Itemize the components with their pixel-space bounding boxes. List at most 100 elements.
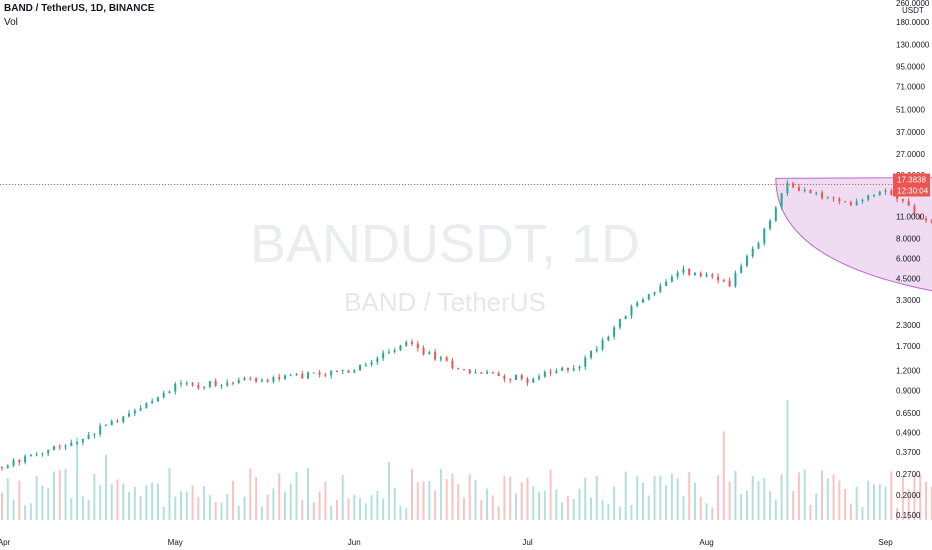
candle-body <box>821 192 824 198</box>
candle-body <box>58 446 61 448</box>
volume-bar <box>405 507 408 520</box>
candle-body <box>122 416 125 423</box>
volume-bar <box>1 492 3 520</box>
price-tick-label: 51.0000 <box>896 106 925 115</box>
volume-bar <box>422 481 425 520</box>
candle-body <box>376 358 379 363</box>
price-tick-label: 0.2700 <box>896 470 921 479</box>
candle-body <box>855 201 858 206</box>
volume-bar <box>307 468 310 520</box>
candle-body <box>538 376 541 379</box>
volume-bar <box>35 475 38 520</box>
candle-body <box>324 374 327 376</box>
volume-bar <box>832 474 835 520</box>
volume-bar <box>104 454 107 520</box>
candle-body <box>133 410 136 414</box>
volume-bar <box>618 506 621 520</box>
volume-bar <box>185 491 188 520</box>
volume-bar <box>745 490 748 520</box>
candle-body <box>642 299 645 303</box>
symbol-title[interactable]: BAND / TetherUS, 1D, BINANCE <box>4 3 155 14</box>
volume-bar <box>653 475 656 520</box>
candle-body <box>555 370 558 373</box>
candle-body <box>624 315 627 319</box>
candle-body <box>601 340 604 350</box>
candle-body <box>595 349 598 351</box>
volume-bar <box>93 473 96 520</box>
volume-bar <box>659 475 662 520</box>
volume-bar <box>110 484 113 520</box>
candle-body <box>780 193 783 208</box>
candle-body <box>231 382 234 384</box>
volume-bar <box>468 474 471 520</box>
candle-body <box>335 371 338 373</box>
price-tick-label: 1.7000 <box>896 342 921 351</box>
volume-bar <box>324 481 327 520</box>
volume-bar <box>434 490 437 520</box>
time-axis[interactable]: AprMayJunJulAugSepOctNovDec2021FebMarApr… <box>0 538 932 547</box>
candle-body <box>826 197 829 199</box>
volume-bar <box>665 485 668 520</box>
volume-legend[interactable]: Vol <box>4 17 18 28</box>
candle-body <box>226 382 229 386</box>
volume-bar <box>283 491 286 520</box>
candle-body <box>572 368 575 371</box>
candle-body <box>76 442 79 444</box>
price-tick-label: 8.0000 <box>896 234 921 243</box>
volume-bar <box>214 501 217 520</box>
volume-bar <box>584 477 587 520</box>
candle-body <box>636 302 639 307</box>
price-tick-label: 0.9000 <box>896 386 921 395</box>
candle-body <box>272 377 275 382</box>
volume-bar <box>41 485 44 520</box>
candle-body <box>653 292 656 295</box>
time-tick-label: Jul <box>522 538 532 547</box>
candle-body <box>711 274 714 277</box>
candle-body <box>255 378 258 382</box>
volume-bar <box>861 506 864 520</box>
candle-body <box>260 379 263 382</box>
volume-bar <box>359 497 362 520</box>
volume-bar <box>774 499 777 520</box>
volume-bar <box>838 480 841 520</box>
candle-body <box>457 368 460 370</box>
volume-bar <box>693 482 696 520</box>
volume-bar <box>705 503 708 520</box>
volume-bar <box>607 503 610 520</box>
volume-bar <box>364 503 367 520</box>
candle-body <box>428 352 431 355</box>
price-tick-label: 95.0000 <box>896 62 925 71</box>
price-tick-label: 130.0000 <box>896 41 930 50</box>
volume-bar <box>116 479 119 520</box>
volume-bar <box>393 487 396 520</box>
volume-bar <box>844 489 847 520</box>
candle-body <box>180 383 183 385</box>
candle-body <box>532 378 535 383</box>
volume-bar <box>474 479 477 520</box>
price-tick-label: 37.0000 <box>896 128 925 137</box>
volume-bar <box>578 488 581 520</box>
volume-bar <box>676 478 679 520</box>
volume-bar <box>734 470 737 520</box>
cup-and-handle-pattern[interactable] <box>775 173 932 309</box>
candle-body <box>168 391 171 394</box>
volume-bar <box>613 486 616 520</box>
candle-body <box>543 371 546 377</box>
candle-body <box>266 379 269 382</box>
volume-bars <box>1 400 932 520</box>
candle-body <box>659 285 662 293</box>
candle-body <box>208 381 211 387</box>
volume-bar <box>24 505 27 520</box>
volume-bar <box>312 502 315 520</box>
candle-body <box>451 360 454 369</box>
candle-body <box>497 372 500 376</box>
candle-body <box>203 386 206 388</box>
candle-body <box>728 280 731 287</box>
candle-body <box>445 357 448 361</box>
volume-bar <box>797 472 800 520</box>
price-tick-label: 0.2000 <box>896 491 921 500</box>
candle-body <box>514 375 517 380</box>
volume-bar <box>353 494 356 520</box>
price-tick-label: 2.3000 <box>896 321 921 330</box>
